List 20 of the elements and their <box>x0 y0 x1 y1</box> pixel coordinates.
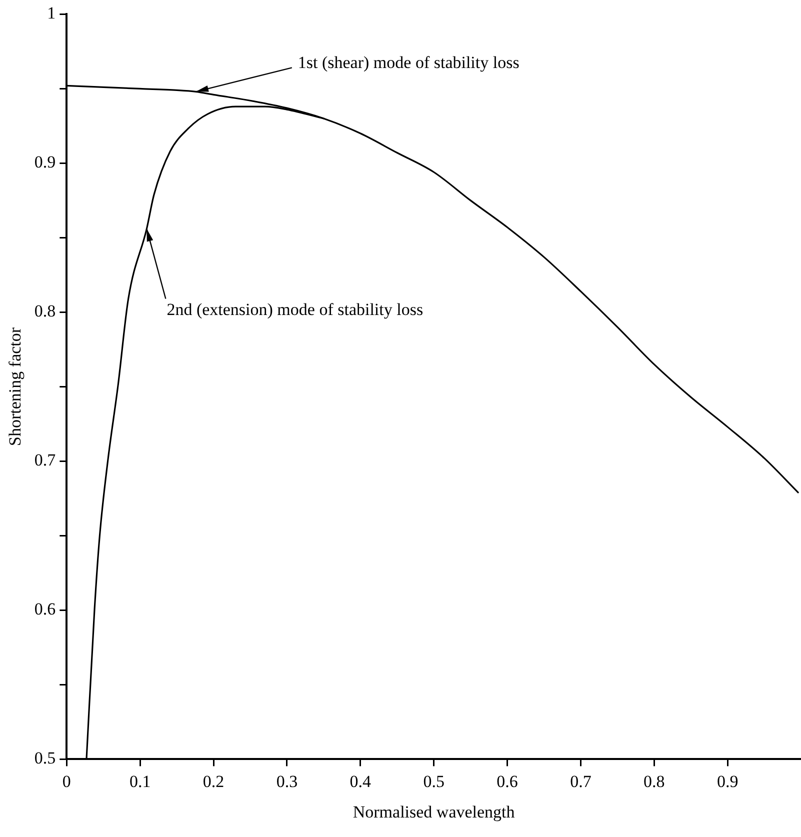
x-tick-label: 0 <box>62 772 71 791</box>
x-tick-label: 0.8 <box>644 772 665 791</box>
y-tick-label: 0.7 <box>34 450 56 470</box>
y-tick-label: 0.9 <box>34 152 56 172</box>
x-tick-label: 0.6 <box>496 772 518 791</box>
y-tick-label: 0.6 <box>34 600 56 619</box>
x-tick-label: 0.2 <box>202 772 224 791</box>
x-tick-label: 0.1 <box>129 772 151 791</box>
x-axis-title: Normalised wavelength <box>352 802 516 822</box>
x-tick-label: 0.5 <box>423 772 444 791</box>
y-tick-label: 1 <box>47 4 56 23</box>
y-tick-label: 0.5 <box>34 748 56 768</box>
annotation: 1st (shear) mode of stability loss <box>298 53 520 72</box>
x-tick-label: 0.7 <box>570 772 592 791</box>
y-axis-title: Shortening factor <box>6 327 25 446</box>
x-tick-label: 0.4 <box>350 772 372 791</box>
y-tick-label: 0.8 <box>34 302 56 321</box>
annotation: 2nd (extension) mode of stability loss <box>166 300 424 320</box>
x-tick-label: 0.3 <box>276 772 298 791</box>
x-tick-label: 0.9 <box>716 772 738 791</box>
